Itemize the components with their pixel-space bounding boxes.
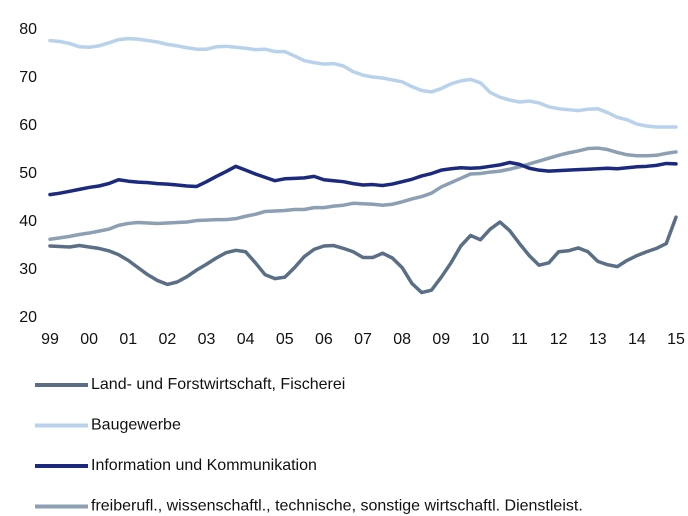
x-tick-label: 99: [41, 331, 59, 348]
legend-label: freiberufl., wissenschaftl., technische,…: [91, 498, 583, 515]
x-tick-label: 05: [276, 331, 294, 348]
y-tick-label: 20: [19, 309, 37, 326]
x-tick-label: 00: [80, 331, 98, 348]
x-tick-label: 01: [119, 331, 137, 348]
x-tick-label: 02: [158, 331, 176, 348]
y-tick-label: 40: [19, 213, 37, 230]
y-tick-label: 80: [19, 21, 37, 38]
y-tick-label: 60: [19, 117, 37, 134]
x-tick-label: 07: [354, 331, 372, 348]
series-line: [48, 36, 678, 129]
x-tick-label: 08: [393, 331, 411, 348]
series-line: [48, 146, 678, 242]
y-tick-label: 30: [19, 261, 37, 278]
x-tick-label: 13: [589, 331, 607, 348]
y-tick-label: 50: [19, 165, 37, 182]
x-tick-label: 09: [432, 331, 450, 348]
series-line: [48, 215, 678, 295]
x-tick-label: 10: [471, 331, 489, 348]
x-tick-label: 04: [237, 331, 255, 348]
x-tick-label: 12: [550, 331, 568, 348]
legend-label: Baugewerbe: [91, 417, 181, 434]
x-tick-label: 03: [198, 331, 216, 348]
x-tick-label: 14: [628, 331, 646, 348]
x-tick-label: 11: [511, 331, 528, 348]
legend-label: Information und Kommunikation: [91, 457, 317, 474]
legend-label: Land- und Forstwirtschaft, Fischerei: [91, 376, 345, 393]
series-line: [48, 160, 678, 197]
x-tick-label: 15: [667, 331, 685, 348]
x-tick-label: 06: [315, 331, 333, 348]
y-tick-label: 70: [19, 69, 37, 86]
